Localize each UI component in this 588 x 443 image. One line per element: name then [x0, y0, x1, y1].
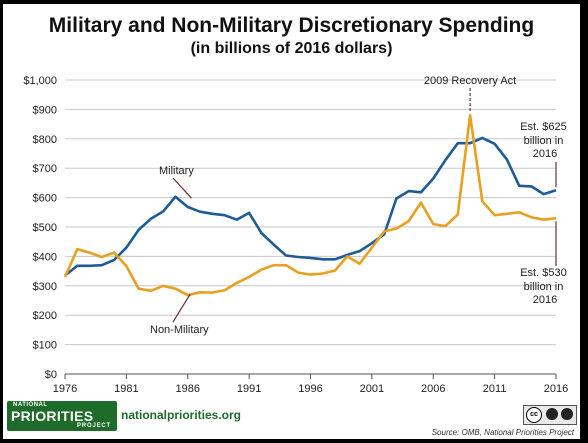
- x-tick-label: 1996: [298, 383, 322, 395]
- series-line-military: [64, 136, 557, 277]
- series-lines: [63, 114, 557, 297]
- line-chart: $0 $100 $200 $300 $400 $500 $600 $700 $800 $900 $1…: [23, 75, 570, 395]
- y-tick-label: $600: [33, 193, 57, 205]
- x-axis-ticks: 1976 1981 1986 1991 1996 2001 2006 2011 2016: [53, 374, 568, 395]
- military-estimate-line-1: Est. $625: [520, 121, 566, 133]
- nonmilitary-estimate-line-3: 2016: [533, 294, 557, 306]
- y-tick-label: $800: [33, 134, 57, 146]
- y-tick-label: $200: [33, 310, 57, 322]
- recovery-act-label: 2009 Recovery Act: [424, 75, 516, 87]
- nonmilitary-estimate-label: Est. $530 billion in 2016: [520, 267, 570, 306]
- military-label: Military: [159, 165, 194, 177]
- site-link[interactable]: nationalpriorities.org: [121, 408, 242, 422]
- cc-icon: cc: [526, 407, 542, 423]
- x-tick-label: 2016: [544, 383, 568, 395]
- nonmilitary-estimate-line-2: billion in: [524, 281, 564, 293]
- chart-frame: Military and Non-Military Discretionary …: [3, 4, 580, 439]
- x-tick-label: 2006: [421, 383, 445, 395]
- x-tick-label: 2011: [483, 383, 507, 395]
- chart-subtitle: (in billions of 2016 dollars): [190, 40, 393, 57]
- military-estimate-label: Est. $625 billion in 2016: [520, 121, 570, 160]
- by-person-icon: [546, 408, 558, 420]
- series-line-non-military: [63, 114, 557, 297]
- y-tick-label: $1,000: [23, 75, 57, 87]
- y-tick-label: $700: [33, 163, 57, 175]
- nonmilitary-leader: [172, 293, 191, 323]
- military-estimate-line-3: 2016: [533, 148, 557, 160]
- y-tick-label: $500: [33, 222, 57, 234]
- x-tick-label: 2001: [360, 383, 384, 395]
- y-tick-label: $100: [33, 340, 57, 352]
- military-leader: [172, 177, 192, 199]
- logo-text-bottom: PROJECT: [77, 423, 111, 429]
- x-tick-label: 1981: [114, 383, 138, 395]
- y-tick-label: $300: [33, 281, 57, 293]
- npp-logo[interactable]: NATIONAL PRIORITIES PROJECT: [7, 401, 117, 431]
- y-tick-label: $400: [33, 251, 57, 263]
- source-note: Source: OMB, National Priorities Project: [431, 428, 574, 437]
- logo-text-main: PRIORITIES: [11, 408, 94, 424]
- gridlines: [65, 79, 556, 375]
- chart-title: Military and Non-Military Discretionary …: [48, 14, 535, 37]
- x-tick-label: 1991: [237, 383, 261, 395]
- logo-text-top: NATIONAL: [13, 402, 48, 408]
- x-tick-label: 1976: [53, 383, 77, 395]
- cc-license-badge[interactable]: cc: [523, 405, 577, 425]
- annotations: 2009 Recovery Act Military Non-Military …: [150, 75, 570, 336]
- y-axis-ticks: $0 $100 $200 $300 $400 $500 $600 $700 $800 $900 $1…: [23, 75, 57, 381]
- nonmilitary-estimate-line-1: Est. $530: [520, 267, 566, 279]
- y-tick-label: $900: [33, 104, 57, 116]
- nonmilitary-label: Non-Military: [150, 324, 209, 336]
- military-estimate-line-2: billion in: [524, 135, 564, 147]
- y-tick-label: $0: [45, 369, 57, 381]
- noncommercial-icon: [561, 408, 573, 420]
- x-tick-label: 1986: [176, 383, 200, 395]
